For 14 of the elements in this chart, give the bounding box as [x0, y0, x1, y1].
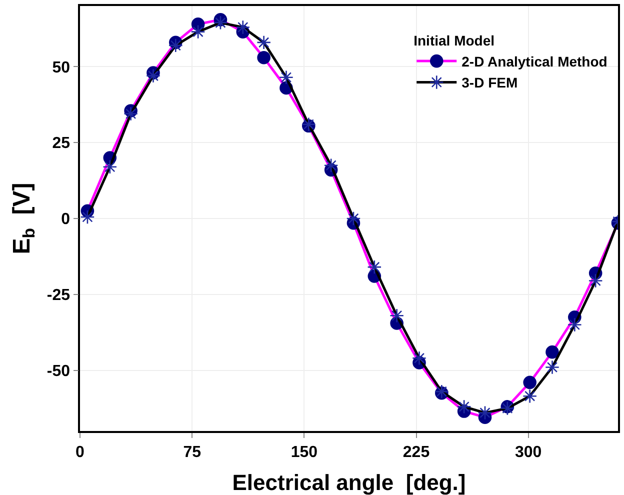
- x-tick-label: 300: [514, 444, 542, 461]
- x-axis-title: Electrical angle [deg.]: [232, 470, 466, 495]
- y-tick-label: -25: [46, 286, 70, 304]
- legend-label: 2-D Analytical Method: [462, 54, 608, 70]
- x-tick-label: 0: [76, 444, 85, 461]
- y-tick-label: 50: [52, 59, 70, 76]
- x-tick-label: 75: [183, 444, 202, 461]
- y-tick-label: 0: [61, 211, 70, 228]
- legend-label: 3-D FEM: [462, 74, 518, 91]
- legend-title: Initial Model: [414, 32, 495, 48]
- y-tick-label: 25: [52, 135, 70, 152]
- x-tick-label: 225: [402, 444, 430, 461]
- y-tick-label: -50: [46, 362, 70, 380]
- x-tick-label: 150: [290, 444, 318, 461]
